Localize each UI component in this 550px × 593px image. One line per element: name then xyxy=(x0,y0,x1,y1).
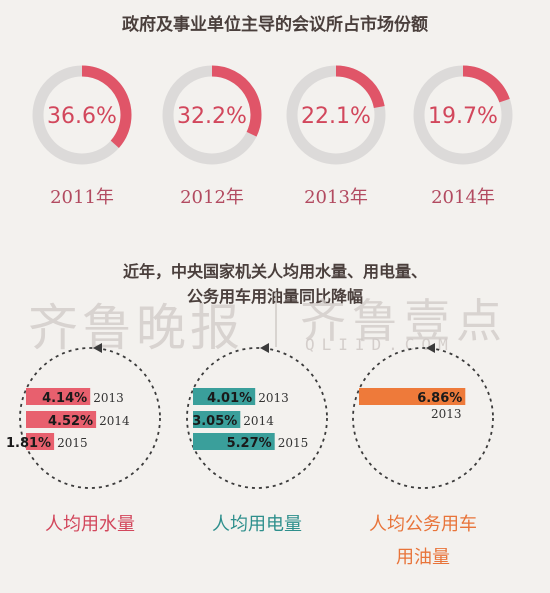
donut-value-label: 32.2% xyxy=(177,104,247,129)
donut-1: 36.6% xyxy=(32,65,132,165)
bar xyxy=(26,433,55,450)
bar xyxy=(359,388,466,405)
panel-label-line2: 用油量 xyxy=(396,547,450,568)
pie-chart-title: 政府及事业单位主导的会议所占市场份额 xyxy=(122,15,428,35)
watermark-divider xyxy=(275,292,277,347)
donut-value-label: 36.6% xyxy=(47,104,117,129)
bar-value-label: 4.01% xyxy=(207,391,252,406)
year-label: 2011年 xyxy=(50,187,114,208)
bar-value-label: 5.27% xyxy=(227,436,272,451)
watermark-url: QLIID.COM xyxy=(305,335,455,354)
bar-value-label: 6.86% xyxy=(417,391,462,406)
arrow-icon xyxy=(426,343,435,353)
donut-slice xyxy=(211,65,262,137)
bar xyxy=(193,388,256,405)
bar-value-label: 3.05% xyxy=(192,414,237,429)
donut-slice xyxy=(81,65,132,148)
watermark-logo-right: 齐鲁壹点 xyxy=(300,294,508,348)
year-label: 2012年 xyxy=(180,187,244,208)
bar-year-label: 2013 xyxy=(258,391,289,405)
donut-value-label: 22.1% xyxy=(301,104,371,129)
bar-year-label: 2015 xyxy=(278,436,309,450)
year-label: 2013年 xyxy=(304,187,368,208)
bar-value-label: 4.52% xyxy=(48,414,93,429)
bar-chart-subtitle: 公务用车用油量同比降幅 xyxy=(0,283,550,307)
panel-label: 人均用电量 xyxy=(212,514,302,535)
donut-slice xyxy=(462,65,510,103)
bar-value-label: 1.81% xyxy=(6,436,51,451)
dashed-circle xyxy=(352,347,494,489)
bar-panel-2: 4.01% 2013 3.05% 2014 5.27% 2015 xyxy=(186,343,328,489)
bar-year-label: 2014 xyxy=(243,414,274,428)
bar-year-label: 2015 xyxy=(57,436,88,450)
bar-chart-title: 近年，中央国家机关人均用水量、用电量、 xyxy=(122,262,427,281)
donut-4: 19.7% xyxy=(413,65,513,165)
panel-label: 人均用水量 xyxy=(45,514,135,535)
bar xyxy=(26,411,97,428)
bar-year-label: 2013 xyxy=(431,407,462,421)
panel-label: 人均公务用车 xyxy=(369,514,477,535)
donut-value-label: 19.7% xyxy=(428,104,498,129)
arrow-icon xyxy=(93,343,102,353)
donut-charts: 36.6% 32.2% 22.1% 19.7% xyxy=(32,65,513,165)
bar-year-label: 2014 xyxy=(99,414,130,428)
watermark-logo-left: 齐鲁晚报 xyxy=(28,299,244,357)
donut-2: 32.2% xyxy=(162,65,262,165)
bar-year-label: 2013 xyxy=(93,391,124,405)
arrow-icon xyxy=(260,343,269,353)
donut-3: 22.1% xyxy=(286,65,386,165)
bar-value-label: 4.14% xyxy=(42,391,87,406)
bar-panel-3: 6.86%2013 xyxy=(352,343,494,489)
donut-slice xyxy=(335,65,385,109)
bar xyxy=(193,433,275,450)
bar xyxy=(26,388,91,405)
dashed-circle xyxy=(186,347,328,489)
dashed-circle xyxy=(19,347,161,489)
bar xyxy=(193,411,241,428)
year-label: 2014年 xyxy=(431,187,495,208)
